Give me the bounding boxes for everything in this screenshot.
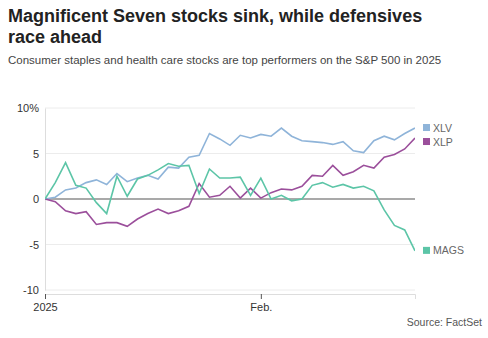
y-tick-label: 5	[33, 148, 39, 160]
x-tick: 2025	[33, 294, 57, 313]
legend-swatch	[423, 124, 430, 131]
chart: Magnificent Seven stocks sink, while def…	[0, 0, 488, 338]
series-line	[45, 163, 415, 251]
legend-label: XLP	[433, 136, 453, 148]
y-tick-label: -10	[23, 284, 39, 296]
y-tick: -10	[23, 284, 45, 296]
legend-item: XLP	[423, 136, 453, 148]
x-tick-label: Feb.	[250, 301, 272, 313]
legend-swatch	[423, 247, 430, 254]
grid-line	[45, 290, 415, 291]
legend-label: MAGS	[433, 244, 464, 256]
grid-line	[45, 244, 415, 245]
subtitle: Consumer staples and health care stocks …	[8, 54, 441, 66]
plot-area	[45, 128, 415, 251]
y-tick-label: -5	[29, 239, 39, 251]
x-tick-mark	[45, 294, 46, 299]
x-tick-label: 2025	[33, 301, 57, 313]
legend-item: XLV	[423, 122, 452, 134]
x-axis: 2025 Feb.	[33, 294, 415, 313]
source: Source: FactSet	[407, 316, 482, 328]
series-line	[45, 138, 415, 226]
text-line: race ahead	[8, 27, 102, 47]
grid-line	[45, 198, 415, 199]
y-tick-label: 0	[33, 193, 39, 205]
legend: XLV XLP MAGS	[423, 122, 464, 257]
grid-line	[45, 153, 415, 154]
series-line	[45, 128, 415, 199]
y-tick: 5	[33, 148, 45, 160]
grid-line	[45, 108, 415, 109]
legend-item: MAGS	[423, 244, 464, 256]
y-tick: -5	[29, 239, 45, 251]
text-line: Magnificent Seven stocks sink, while def…	[8, 6, 422, 26]
x-tick-mark	[261, 294, 262, 299]
legend-label: XLV	[433, 122, 452, 134]
y-tick: 0	[33, 193, 45, 205]
x-tick: Feb.	[250, 294, 272, 313]
y-tick: 10%	[17, 102, 45, 114]
title: Magnificent Seven stocks sink, while def…	[8, 6, 422, 47]
y-tick-label: 10%	[17, 102, 39, 114]
text-line: Consumer staples and health care stocks …	[8, 54, 441, 66]
y-axis: -10 -5 0 5 10%	[17, 102, 46, 296]
legend-swatch	[423, 138, 430, 145]
x-axis-line	[46, 295, 416, 300]
grid	[45, 108, 415, 290]
